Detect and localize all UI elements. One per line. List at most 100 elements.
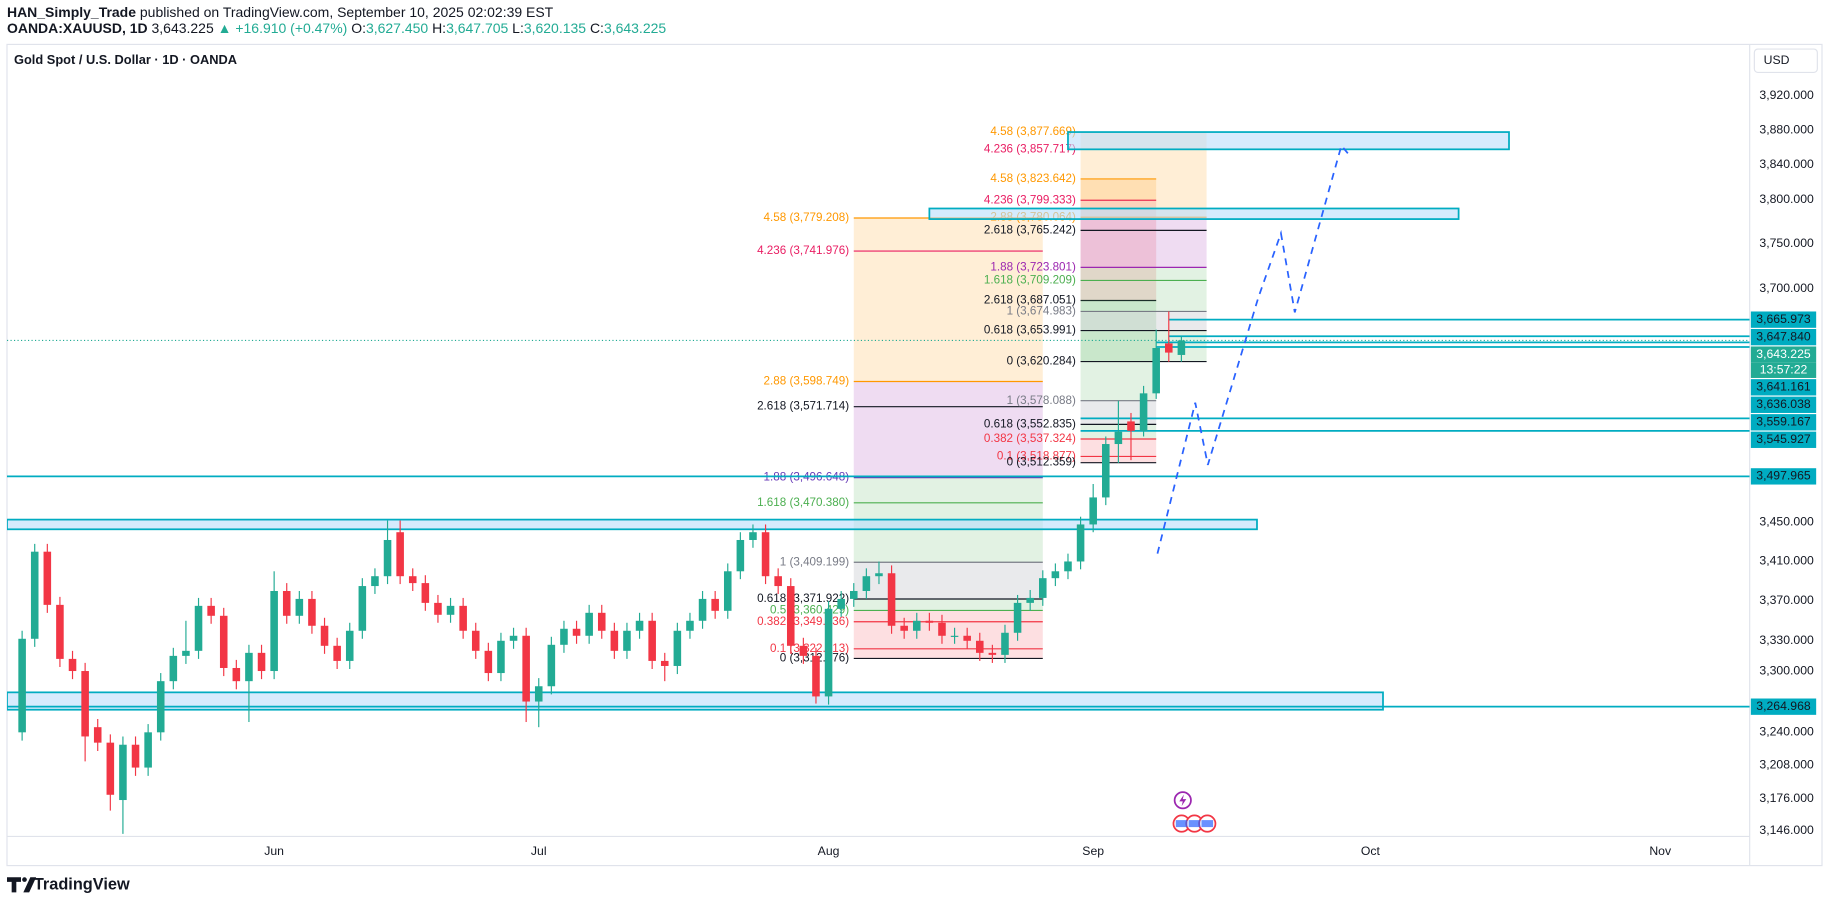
logo-dot [22, 877, 27, 882]
x-tick-label: Nov [1649, 844, 1672, 858]
candle-body [522, 635, 530, 702]
candle-body [1089, 497, 1097, 525]
fib-band [1080, 300, 1157, 401]
price-label: 3,497.965 [1756, 469, 1811, 483]
fib-band [853, 562, 1043, 599]
candle-body [408, 576, 417, 584]
price-label-box [1750, 311, 1817, 328]
candle-body [1026, 597, 1034, 603]
candle-body [849, 590, 858, 599]
axes: 3,920.000 3,880.000 3,840.000 3,800.000 3,75… [264, 88, 1817, 858]
candle-body [68, 658, 77, 672]
candle-body [182, 650, 190, 656]
price-label: 3,559.167 [1756, 415, 1811, 429]
candle-body [597, 612, 606, 631]
change: ▲ +16.910 (+0.47%) [214, 20, 348, 36]
candle-body [711, 598, 719, 611]
candle-body [950, 635, 959, 637]
candle-body [1139, 393, 1148, 431]
price-label: 3,636.038 [1756, 397, 1811, 411]
candle-body [1102, 444, 1110, 498]
y-tick-label: 3,880.000 [1759, 122, 1814, 136]
candle-body [282, 590, 291, 616]
fib-band [1080, 267, 1207, 281]
price-label-box [1750, 379, 1817, 396]
projection-path [1156, 143, 1353, 554]
candle-body [774, 576, 782, 587]
candle-body [207, 605, 215, 616]
candle-body [1165, 343, 1173, 353]
candle-body [925, 620, 934, 623]
event-markers [1172, 791, 1217, 833]
candle-body [119, 744, 127, 801]
candle-body [219, 615, 228, 668]
candle-body [245, 652, 253, 682]
candle-body [698, 598, 707, 621]
candle-body [824, 608, 833, 697]
candle-body [988, 652, 997, 655]
candle-body [1001, 632, 1009, 655]
candle-body [799, 645, 808, 656]
price-label-box [1750, 431, 1817, 448]
fib-band [853, 648, 1043, 659]
y-tick-label: 3,750.000 [1759, 236, 1814, 250]
candle-body [610, 630, 619, 651]
candle-body [660, 660, 669, 666]
x-tick-label: Sep [1082, 844, 1104, 858]
x-tick-label: Jun [264, 844, 284, 858]
candle-body [396, 532, 404, 577]
candle-body [673, 630, 682, 666]
published: published on TradingView.com, September … [136, 4, 554, 20]
price-label-box [1750, 414, 1817, 431]
fib-label: 2.618 (3,571.714) [757, 400, 849, 413]
high-label: H: [428, 20, 446, 36]
logo-mark [6, 877, 37, 893]
y-tick-label: 3,700.000 [1759, 281, 1814, 295]
y-tick-label: 3,176.000 [1759, 791, 1814, 805]
flag [1175, 820, 1188, 828]
candle-body [144, 732, 152, 768]
x-tick-label: Oct [1361, 844, 1381, 858]
currency-button[interactable] [1753, 48, 1818, 73]
candle-body [156, 681, 165, 733]
candle-body [257, 652, 266, 672]
candle-body [358, 586, 367, 631]
zone [6, 691, 1384, 711]
fib-label: 1.88 (3,723.801) [990, 260, 1076, 273]
candle-body [1051, 571, 1060, 579]
y-tick-label: 3,330.000 [1759, 633, 1814, 647]
fib-band [853, 610, 1043, 622]
price-label: 3,641.161 [1756, 380, 1811, 394]
candle-body [875, 573, 883, 577]
candle-body [912, 620, 921, 631]
candle-body [837, 598, 845, 609]
fib-label: 1.618 (3,709.209) [984, 274, 1076, 287]
candle-body [887, 573, 896, 626]
candle-body [623, 630, 631, 651]
candle-body [1064, 561, 1072, 572]
x-tick-label: Aug [818, 844, 840, 858]
candle-body [434, 602, 442, 615]
candle-body [43, 551, 52, 605]
candle-body [308, 598, 316, 626]
fib-band [1080, 230, 1207, 268]
candle-body [320, 625, 329, 646]
candle-body [484, 650, 493, 674]
candle-body [585, 612, 593, 636]
brand-logo [6, 877, 37, 893]
fib-band [1080, 280, 1207, 312]
fib-label: 4.58 (3,823.642) [990, 172, 1076, 185]
fib-band [853, 621, 1043, 649]
candle-body [938, 622, 946, 636]
currency[interactable]: USD [1764, 53, 1790, 67]
fib-label: 1 (3,674.983) [1007, 305, 1076, 318]
candle-body [736, 539, 745, 572]
low-label: L: [508, 20, 524, 36]
fib-label: 4.236 (3,857.717) [984, 142, 1076, 155]
open-label: O: [347, 20, 366, 36]
fib-band [853, 218, 1043, 252]
candle-body [723, 571, 732, 611]
candle-body [1076, 524, 1085, 562]
